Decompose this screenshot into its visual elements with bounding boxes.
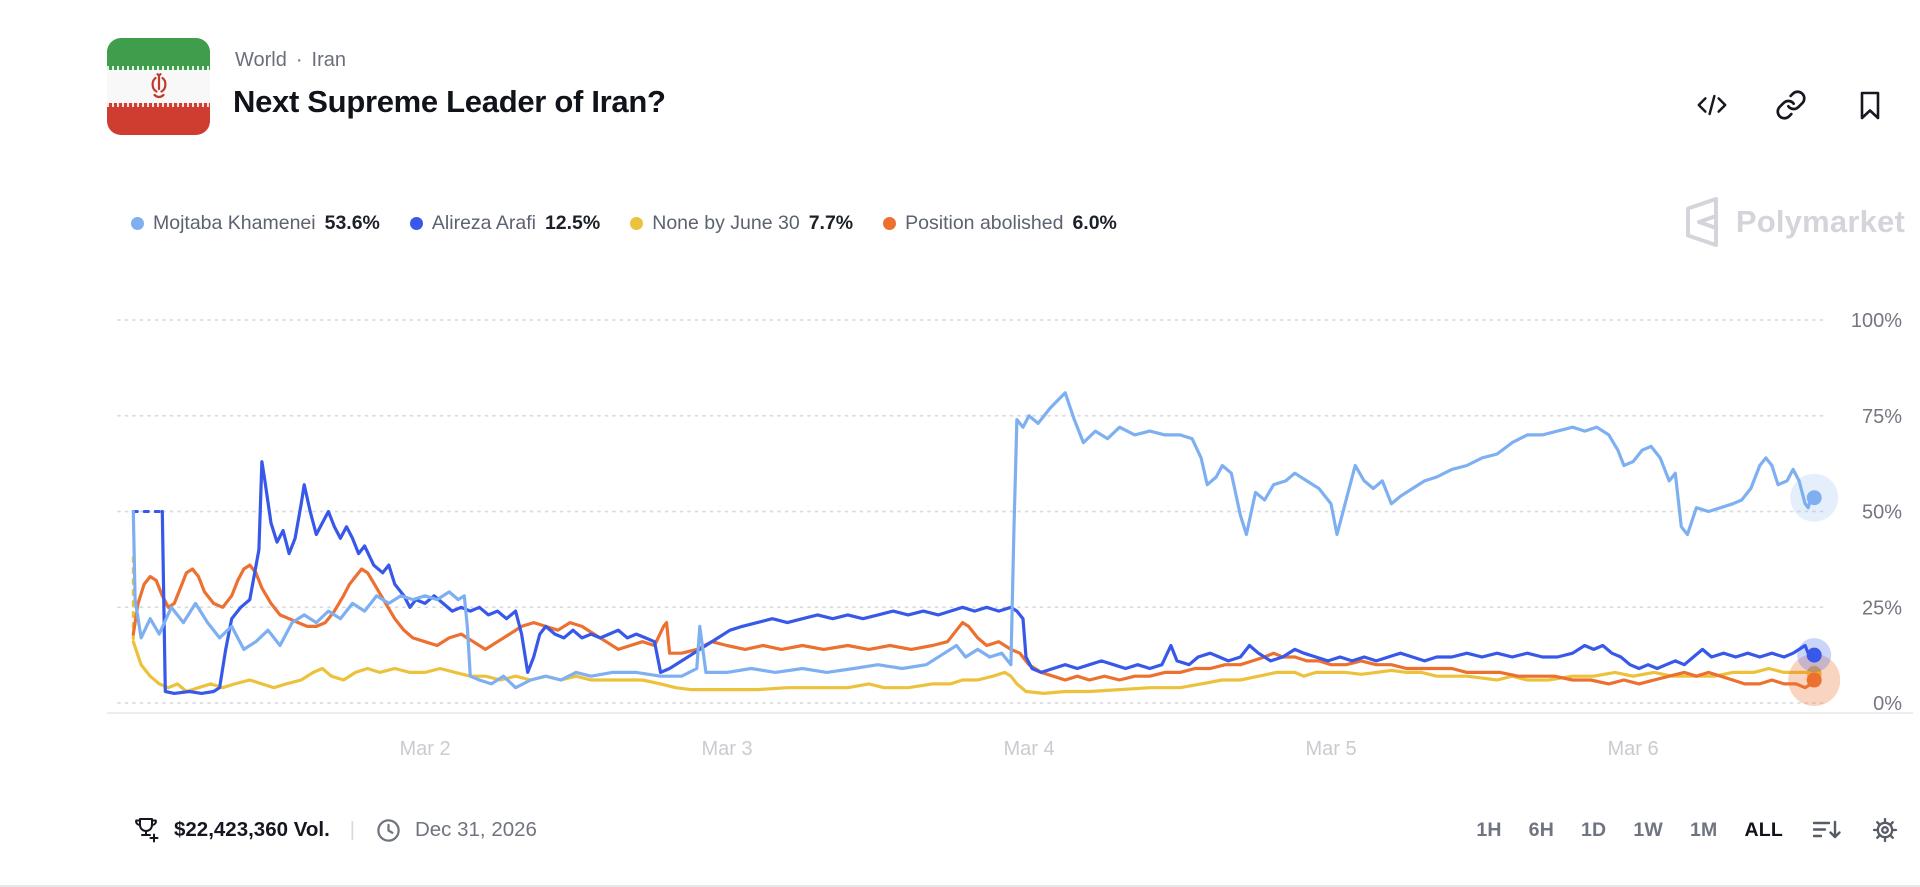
link-icon	[1776, 90, 1806, 120]
polymarket-watermark: Polymarket	[1680, 196, 1905, 248]
legend-item-position-abolished[interactable]: Position abolished 6.0%	[883, 212, 1117, 235]
svg-text:100%: 100%	[1851, 310, 1902, 332]
outcome-name: None by June 30	[652, 212, 800, 234]
embed-code-button[interactable]	[1695, 88, 1729, 122]
time-range-controls: 1H 6H 1D 1W 1M ALL	[1475, 812, 1902, 848]
series-color-dot	[630, 217, 644, 230]
clock-icon	[377, 818, 400, 842]
range-button-6h[interactable]: 6H	[1528, 817, 1555, 844]
flag-ornament-strip	[107, 103, 210, 107]
flag-green-band	[107, 38, 210, 70]
outcome-name: Position abolished	[905, 212, 1064, 234]
outcome-probability: 6.0%	[1072, 212, 1117, 234]
breadcrumb: World · Iran	[235, 49, 346, 72]
outcome-name: Alireza Arafi	[431, 212, 536, 234]
breadcrumb-world[interactable]: World	[235, 49, 287, 71]
svg-text:75%: 75%	[1862, 406, 1902, 428]
trophy-plus-icon	[135, 818, 159, 843]
bookmark-icon	[1860, 91, 1880, 120]
svg-text:Mar 2: Mar 2	[399, 738, 450, 760]
svg-text:25%: 25%	[1862, 597, 1902, 619]
range-button-all[interactable]: ALL	[1743, 817, 1784, 844]
range-button-1w[interactable]: 1W	[1632, 817, 1664, 844]
range-button-1h[interactable]: 1H	[1475, 817, 1502, 844]
volume-text: $22,423,360 Vol.	[174, 818, 330, 841]
gear-icon	[1872, 817, 1898, 843]
bookmark-button[interactable]	[1853, 88, 1887, 122]
header-actions	[1695, 88, 1887, 122]
outcome-probability: 12.5%	[544, 212, 601, 234]
legend-item-none-by-june-30[interactable]: None by June 30 7.7%	[630, 212, 853, 235]
svg-text:Mar 6: Mar 6	[1607, 738, 1658, 760]
page-title: Next Supreme Leader of Iran?	[233, 84, 666, 119]
outcome-probability: 7.7%	[808, 212, 854, 234]
range-button-1d[interactable]: 1D	[1580, 817, 1607, 844]
svg-text:Mar 5: Mar 5	[1305, 738, 1356, 760]
series-color-dot	[409, 217, 423, 230]
svg-text:Mar 3: Mar 3	[701, 738, 752, 760]
legend-item-mojtaba-khamenei[interactable]: Mojtaba Khamenei 53.6%	[131, 212, 380, 235]
svg-text:Mar 4: Mar 4	[1003, 738, 1054, 760]
polymarket-logo-icon	[1685, 197, 1718, 247]
meta-separator: |	[349, 818, 355, 841]
watermark-brand-text: Polymarket	[1735, 204, 1905, 239]
end-date-text: Dec 31, 2026	[414, 818, 537, 841]
sort-order-button[interactable]	[1809, 813, 1843, 847]
series-color-dot	[131, 217, 144, 230]
sort-descending-icon	[1812, 820, 1841, 839]
legend-item-alireza-arafi[interactable]: Alireza Arafi 12.5%	[409, 212, 601, 235]
svg-text:50%: 50%	[1862, 502, 1902, 524]
page-bottom-divider	[0, 885, 1920, 887]
svg-text:0%: 0%	[1873, 693, 1902, 715]
code-embed-icon	[1697, 94, 1727, 116]
flag-red-band	[107, 103, 210, 135]
copy-link-button[interactable]	[1774, 88, 1808, 122]
outcome-probability: 53.6%	[324, 212, 380, 234]
flag-ornament-strip	[107, 66, 210, 70]
settings-button[interactable]	[1868, 813, 1902, 847]
breadcrumb-separator: ·	[295, 49, 303, 71]
iran-flag-icon	[107, 38, 210, 135]
outcome-name: Mojtaba Khamenei	[153, 212, 316, 234]
iran-emblem-icon	[151, 73, 166, 99]
market-meta: $22,423,360 Vol. | Dec 31, 2026	[131, 812, 537, 848]
outcome-legend: Mojtaba Khamenei 53.6% Alireza Arafi 12.…	[131, 212, 1117, 235]
range-button-1m[interactable]: 1M	[1689, 817, 1719, 844]
series-color-dot	[883, 217, 897, 230]
breadcrumb-iran[interactable]: Iran	[311, 49, 347, 71]
